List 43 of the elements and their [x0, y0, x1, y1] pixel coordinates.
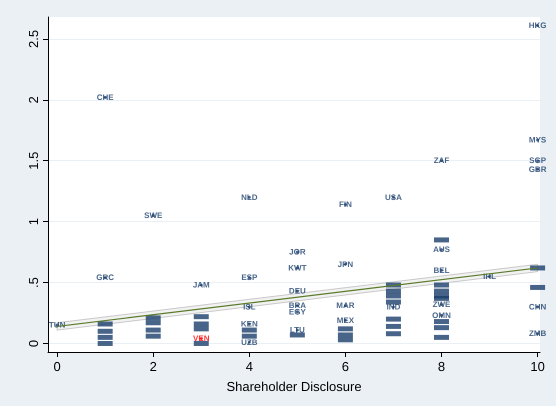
x-tick-label: 4 [246, 359, 253, 374]
data-label: GRC [96, 273, 114, 282]
x-tick-label: 2 [150, 359, 157, 374]
data-label: AUS [433, 245, 451, 254]
data-label: MAR [336, 301, 355, 310]
data-label: OMN [432, 310, 452, 320]
y-tick-label: 1.5 [26, 152, 41, 170]
x-tick-label: 0 [54, 359, 61, 374]
data-label: ZAF [434, 156, 450, 166]
data-label: MEX [336, 316, 355, 325]
y-tick-label: 2.5 [26, 30, 41, 48]
data-label: FIN [338, 200, 352, 210]
data-label: VEN [193, 334, 210, 344]
data-label: ISL [243, 302, 256, 312]
y-tick-label: 0 [26, 340, 41, 348]
y-tick-label: 1 [26, 218, 41, 226]
data-label: DEU [288, 286, 306, 296]
data-label: JPN [338, 260, 354, 269]
x-tick-label: 8 [438, 359, 446, 374]
data-label: NLD [241, 192, 258, 202]
y-tick-label: 2 [26, 96, 41, 104]
data-label: CHN [528, 302, 546, 312]
data-label: JAM [192, 280, 210, 290]
data-label: KWT [288, 263, 307, 272]
x-tick-label: 6 [342, 359, 350, 374]
data-label: USA [385, 192, 402, 202]
data-label: KEN [240, 319, 258, 328]
data-label: HKG [528, 21, 546, 30]
x-axis-title: Shareholder Disclosure [226, 379, 362, 394]
data-label: ESP [241, 273, 258, 282]
data-label: LTU [290, 326, 306, 335]
data-label: GBR [528, 164, 547, 174]
data-label: ZMB [528, 329, 546, 338]
data-label: JOR [289, 248, 306, 257]
data-label: UZB [241, 338, 258, 347]
data-label: CHE [96, 92, 114, 102]
data-label: SGP [529, 156, 547, 166]
data-label: SWE [144, 211, 163, 220]
data-label: BEL [434, 266, 450, 275]
y-tick-label: .5 [26, 277, 41, 288]
data-label: MYS [528, 136, 547, 145]
x-tick-label: 10 [530, 359, 545, 374]
data-label: ZWE [432, 300, 452, 309]
